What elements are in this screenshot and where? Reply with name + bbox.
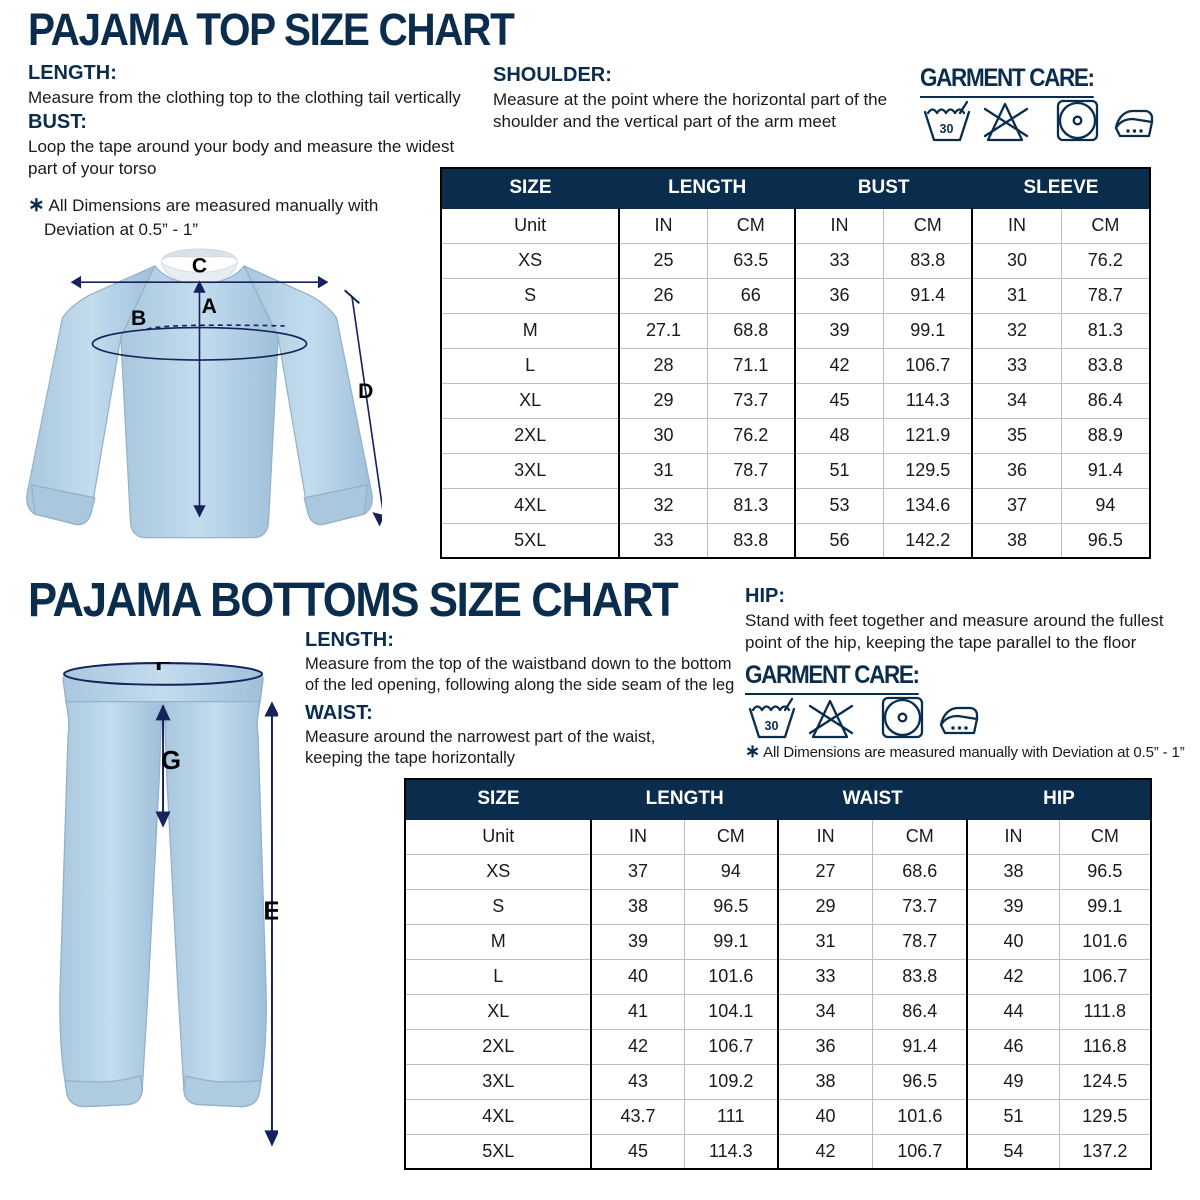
svg-text:E: E bbox=[263, 897, 278, 925]
svg-text:C: C bbox=[192, 254, 207, 277]
svg-text:G: G bbox=[161, 747, 181, 775]
svg-text:30: 30 bbox=[765, 719, 779, 733]
svg-text:A: A bbox=[202, 295, 217, 318]
svg-text:F: F bbox=[155, 662, 171, 676]
svg-text:B: B bbox=[131, 307, 146, 330]
svg-text:30: 30 bbox=[940, 122, 954, 136]
svg-text:D: D bbox=[358, 380, 373, 403]
